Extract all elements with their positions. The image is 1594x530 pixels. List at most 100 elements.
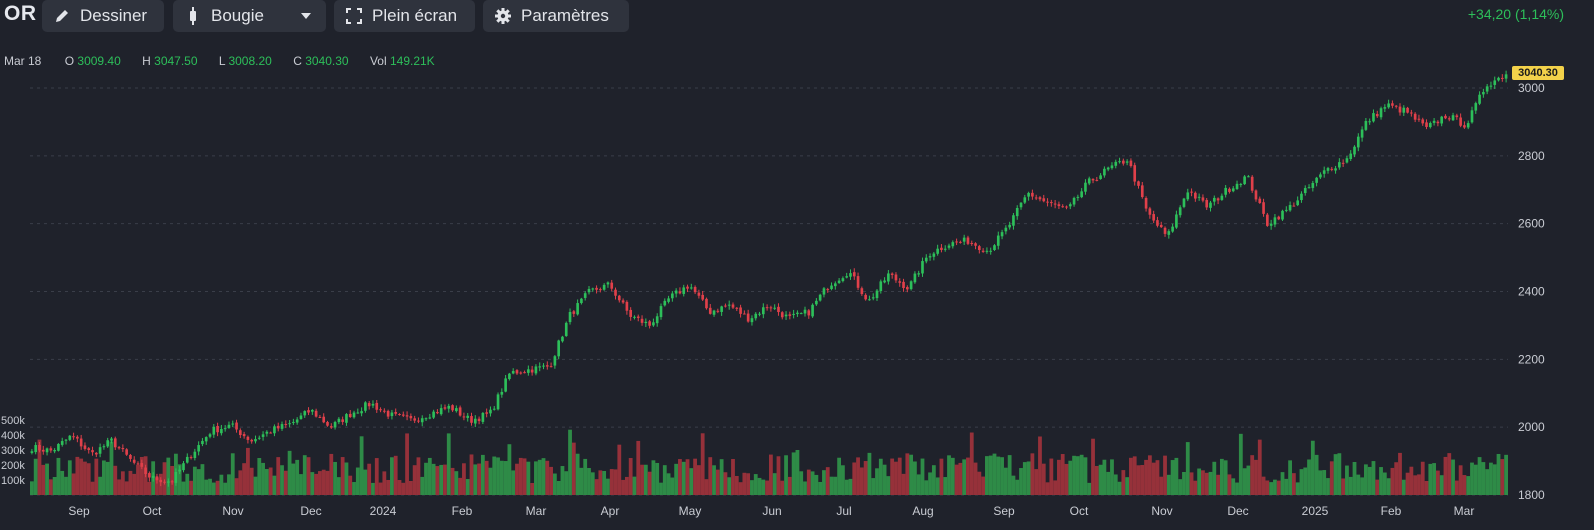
volume-bar (1352, 461, 1357, 495)
volume-bar (1386, 478, 1391, 495)
candle-body (1451, 115, 1455, 121)
chevron-down-icon[interactable] (296, 6, 316, 26)
draw-button[interactable]: Dessiner (42, 0, 164, 32)
volume-bar (988, 455, 993, 495)
candle-body (394, 412, 398, 414)
volume-bar (928, 472, 932, 495)
candle-body (792, 313, 795, 315)
chart-grid (30, 87, 1508, 496)
candle-body (913, 273, 917, 283)
volume-bar (841, 465, 845, 495)
chart-type-button[interactable]: Bougie (173, 0, 326, 32)
candle-body (34, 445, 38, 453)
volume-bar (318, 471, 322, 495)
volume-bar (1345, 465, 1349, 495)
volume-bar (86, 463, 91, 495)
volume-bar (1405, 472, 1410, 495)
volume-bar (1185, 442, 1190, 495)
volume-bar (704, 479, 709, 495)
volume-bar (1356, 474, 1361, 495)
volume-bar (219, 474, 224, 495)
volume-bar (90, 481, 95, 495)
time-tick-label: Jun (762, 504, 781, 518)
candle-body (250, 439, 254, 442)
volume-bar (1238, 433, 1243, 495)
candle-body (102, 446, 106, 448)
volume-bar (181, 481, 186, 495)
candle-body (280, 424, 284, 429)
candle-body (1364, 121, 1368, 130)
candle-body (1345, 158, 1349, 163)
candle-body (1224, 187, 1227, 195)
time-tick-label: 2025 (1302, 504, 1329, 518)
candle-body (1326, 168, 1330, 171)
candle-body (686, 286, 689, 289)
candle-body (132, 459, 136, 463)
volume-bar (1473, 464, 1478, 495)
volume-bar (875, 468, 879, 495)
candle-body (720, 306, 723, 312)
candle-body (1068, 204, 1072, 207)
volume-bar (530, 482, 535, 495)
volume-bar (1269, 482, 1274, 495)
volume-bar (1394, 462, 1399, 495)
volume-bar (1439, 475, 1444, 495)
candle-body (871, 297, 875, 299)
volume-tick-label: 400k (1, 430, 25, 442)
volume-bar (128, 470, 133, 495)
candle-body (1106, 167, 1110, 170)
volume-bar (920, 458, 925, 495)
volume-bar (890, 458, 895, 495)
candle-body (1231, 188, 1235, 192)
candle-body (83, 445, 87, 449)
volume-bar (1504, 454, 1508, 495)
candle-body (788, 314, 792, 316)
volume-bar (594, 479, 599, 495)
settings-button[interactable]: Paramètres (483, 0, 629, 32)
candle-body (845, 276, 849, 278)
volume-bar (1447, 453, 1452, 495)
volume-bar (136, 464, 140, 495)
time-axis: Sep Oct Nov Dec 2024 Feb Mar Apr May Jun Jul Aug Sep… (68, 504, 1474, 518)
candle-body (1095, 179, 1099, 181)
fullscreen-button[interactable]: Plein écran (334, 0, 475, 32)
candle-body (288, 423, 291, 425)
candle-body (833, 283, 837, 287)
volume-bar (302, 455, 307, 495)
candle-body (542, 365, 545, 367)
volume-bar (1045, 482, 1050, 495)
candle-body (625, 301, 629, 311)
gear-icon (493, 6, 513, 26)
volume-bar (344, 462, 349, 495)
volume-bar (200, 464, 205, 495)
volume-bar (374, 458, 379, 495)
volume-bar (1144, 459, 1148, 495)
volume-bar (696, 465, 701, 495)
volume-bar (1257, 439, 1262, 495)
time-tick-label: Nov (1151, 504, 1172, 518)
candle-body (239, 430, 242, 436)
candle-body (1159, 224, 1163, 228)
volume-bar (1420, 461, 1425, 495)
candle-body (682, 287, 686, 294)
candle-body (830, 285, 833, 290)
volume-bar (412, 465, 417, 495)
volume-bar (738, 482, 743, 495)
candle-body (223, 428, 227, 430)
candle-body (1125, 161, 1129, 163)
volume-bar (1451, 459, 1455, 495)
candle-body (644, 321, 648, 324)
volume-bar (814, 474, 819, 495)
candle-body (784, 314, 788, 317)
candle-body (477, 418, 481, 422)
candle-body (527, 369, 530, 373)
candle-body (1205, 199, 1209, 208)
candle-body (413, 418, 416, 421)
candle-body (189, 457, 193, 459)
candle-body (1133, 165, 1137, 182)
candle-body (1080, 191, 1083, 198)
candle-body (1334, 168, 1337, 171)
volume-bar (780, 480, 785, 495)
volume-bar (859, 467, 864, 495)
